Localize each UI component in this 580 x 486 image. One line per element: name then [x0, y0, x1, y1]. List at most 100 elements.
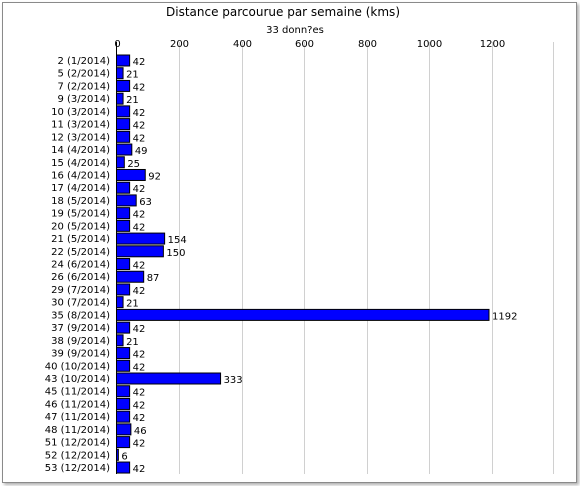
category-label: 43 (10/2014) [45, 374, 110, 385]
data-label: 42 [133, 121, 146, 132]
data-label: 42 [133, 57, 146, 68]
bars [116, 54, 490, 474]
category-label: 19 (5/2014) [51, 209, 110, 220]
category-label: 17 (4/2014) [51, 183, 110, 194]
data-label: 42 [133, 439, 146, 450]
data-label: 1192 [492, 311, 517, 322]
bar [116, 397, 131, 410]
category-label: 30 (7/2014) [51, 298, 110, 309]
x-tick-label: 600 [295, 39, 314, 50]
bar [116, 181, 131, 194]
category-label: 7 (2/2014) [57, 81, 110, 92]
category-label: 18 (5/2014) [51, 196, 110, 207]
bar [116, 143, 133, 156]
chart-subtitle: 33 donn?es [266, 25, 324, 36]
x-tick-label: 1200 [480, 39, 505, 50]
category-label: 22 (5/2014) [51, 247, 110, 258]
x-tick-label: 0 [114, 39, 120, 50]
category-label: 14 (4/2014) [51, 145, 110, 156]
data-label: 63 [139, 197, 152, 208]
bar [116, 258, 131, 271]
data-label: 42 [133, 324, 146, 335]
bar [116, 92, 124, 105]
bar [116, 296, 124, 309]
category-label: 5 (2/2014) [57, 69, 110, 80]
category-label: 15 (4/2014) [51, 158, 110, 169]
category-label: 24 (6/2014) [51, 260, 110, 271]
data-label: 42 [133, 222, 146, 233]
data-label: 42 [133, 413, 146, 424]
category-label: 45 (11/2014) [45, 387, 110, 398]
category-label: 26 (6/2014) [51, 272, 110, 283]
bar [116, 118, 131, 131]
chart-title: Distance parcourue par semaine (kms) [166, 5, 400, 19]
bar [116, 79, 131, 92]
category-label: 46 (11/2014) [45, 399, 110, 410]
bar [116, 219, 131, 232]
x-axis-ticks: 0 200 400 600 800 1000 1200 [114, 39, 505, 50]
x-tick-label: 400 [233, 39, 252, 50]
data-label: 46 [134, 426, 147, 437]
data-label: 21 [126, 95, 139, 106]
bar [116, 283, 131, 296]
grid-lines [179, 42, 554, 474]
bar [116, 232, 166, 245]
bar [116, 168, 146, 181]
category-label: 9 (3/2014) [57, 94, 110, 105]
bar [116, 130, 131, 143]
category-label: 37 (9/2014) [51, 323, 110, 334]
data-label: 154 [168, 235, 187, 246]
data-label: 42 [133, 362, 146, 373]
category-label: 47 (11/2014) [45, 412, 110, 423]
bar [116, 410, 131, 423]
bar [116, 372, 222, 385]
x-tick-label: 1000 [417, 39, 442, 50]
bar [116, 423, 132, 436]
category-label: 10 (3/2014) [51, 107, 110, 118]
bar [116, 194, 137, 207]
bar [116, 207, 131, 220]
data-label: 49 [135, 146, 148, 157]
bar [116, 156, 125, 169]
data-label: 42 [133, 261, 146, 272]
data-label: 21 [126, 70, 139, 81]
bar [116, 105, 131, 118]
bar [116, 461, 131, 474]
bar [116, 321, 131, 334]
bar [116, 385, 131, 398]
category-label: 20 (5/2014) [51, 221, 110, 232]
data-label: 87 [147, 273, 160, 284]
bar [116, 245, 164, 258]
x-tick-label: 200 [170, 39, 189, 50]
bar [116, 67, 124, 80]
data-label: 42 [133, 400, 146, 411]
category-label: 11 (3/2014) [51, 120, 110, 131]
data-label: 42 [133, 286, 146, 297]
category-label: 21 (5/2014) [51, 234, 110, 245]
category-label: 16 (4/2014) [51, 170, 110, 181]
data-label: 42 [133, 350, 146, 361]
category-label: 39 (9/2014) [51, 349, 110, 360]
data-label: 25 [127, 159, 140, 170]
bar [116, 308, 490, 321]
category-label: 29 (7/2014) [51, 285, 110, 296]
data-label: 42 [133, 184, 146, 195]
data-labels: 4221422142424249259242634242154150428742… [121, 57, 517, 475]
data-label: 42 [133, 108, 146, 119]
data-label: 333 [224, 375, 243, 386]
data-label: 42 [133, 388, 146, 399]
category-label: 12 (3/2014) [51, 132, 110, 143]
data-label: 21 [126, 299, 139, 310]
bar [116, 436, 131, 449]
category-label: 40 (10/2014) [45, 361, 110, 372]
data-label: 42 [133, 133, 146, 144]
data-label: 6 [121, 451, 127, 462]
bar [116, 54, 131, 67]
category-label: 52 (12/2014) [45, 450, 110, 461]
data-label: 21 [126, 337, 139, 348]
bar [116, 347, 131, 360]
category-label: 2 (1/2014) [57, 56, 110, 67]
bar [116, 334, 124, 347]
